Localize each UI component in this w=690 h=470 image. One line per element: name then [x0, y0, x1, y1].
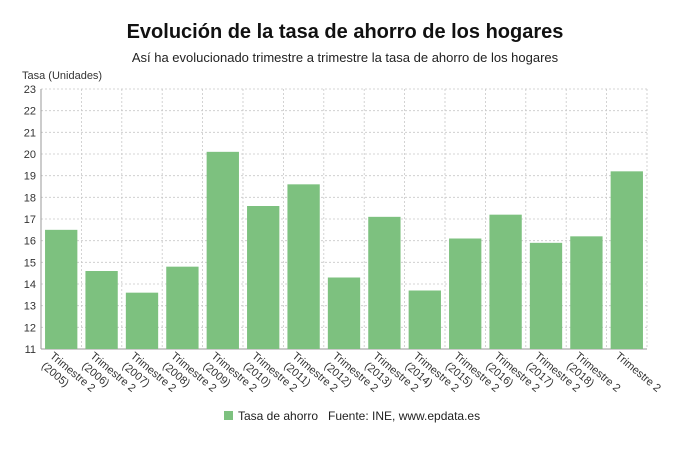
bar	[125, 292, 159, 349]
bar	[610, 171, 643, 349]
y-tick-label: 22	[24, 106, 36, 118]
grid-lines	[40, 88, 648, 350]
y-tick-label: 19	[24, 171, 36, 183]
bar	[368, 216, 401, 349]
bar	[529, 242, 563, 349]
y-tick-label: 12	[24, 322, 36, 334]
y-tick-label: 18	[24, 192, 36, 204]
y-tick-labels: 11 12 13 14 15 16 17 18 19 20 21 22 23	[24, 84, 36, 356]
chart-title: Evolución de la tasa de ahorro de los ho…	[127, 21, 564, 43]
legend-swatch	[224, 411, 233, 420]
legend: Tasa de ahorro Fuente: INE, www.epdata.e…	[224, 409, 480, 423]
bars	[45, 151, 643, 349]
y-tick-label: 23	[24, 84, 36, 96]
y-tick-label: 21	[24, 127, 36, 139]
legend-label: Tasa de ahorro	[238, 409, 318, 423]
bar	[570, 236, 603, 349]
bar	[408, 290, 441, 349]
bar	[45, 229, 78, 349]
bar	[85, 271, 118, 349]
bar	[449, 238, 482, 349]
y-tick-label: 20	[24, 149, 36, 161]
bar	[287, 184, 320, 349]
bar	[489, 214, 522, 349]
y-tick-label: 11	[25, 344, 36, 356]
chart-subtitle: Así ha evolucionado trimestre a trimestr…	[132, 50, 559, 65]
y-tick-label: 13	[24, 301, 36, 313]
bar	[247, 206, 280, 349]
y-tick-label: 17	[24, 214, 36, 226]
bar	[206, 151, 239, 349]
y-tick-label: 15	[24, 257, 36, 269]
source-text: Fuente: INE, www.epdata.es	[328, 409, 480, 423]
y-tick-label: 14	[24, 279, 36, 291]
bar	[166, 266, 199, 349]
x-tick-labels: Trimestre 2(2005) Trimestre 2(2006) Trimes…	[39, 350, 663, 395]
bar	[327, 277, 361, 349]
y-tick-label: 16	[24, 236, 36, 248]
y-axis-label: Tasa (Unidades)	[22, 70, 102, 82]
